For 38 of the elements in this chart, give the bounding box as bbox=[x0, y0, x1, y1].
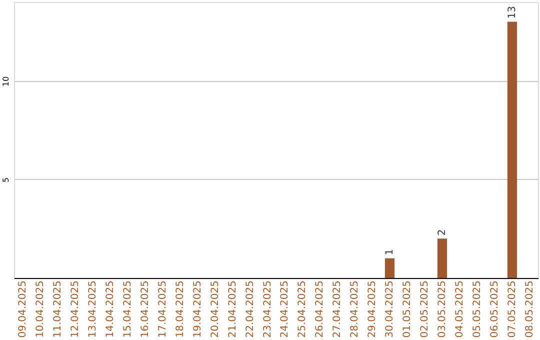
y-tick-label: 10 bbox=[2, 76, 10, 86]
bar bbox=[507, 22, 518, 278]
data-label: 1 bbox=[384, 248, 396, 256]
x-tick-label: 21.04.2025 bbox=[227, 280, 238, 338]
x-tick-label: 02.05.2025 bbox=[420, 280, 431, 338]
x-tick-label: 27.04.2025 bbox=[332, 280, 344, 338]
x-tick-label: 08.05.2025 bbox=[524, 280, 536, 338]
bar bbox=[437, 238, 448, 278]
x-tick-label: 15.04.2025 bbox=[122, 280, 134, 338]
x-tick-label: 24.04.2025 bbox=[280, 280, 291, 338]
x-tick-label: 26.04.2025 bbox=[314, 280, 326, 338]
x-tick-label: 23.04.2025 bbox=[262, 280, 274, 338]
x-tick-label: 12.04.2025 bbox=[70, 280, 81, 338]
x-tick-label: 20.04.2025 bbox=[210, 280, 221, 338]
x-tick-label: 10.04.2025 bbox=[34, 280, 46, 338]
y-tick-label: 5 bbox=[2, 177, 10, 182]
x-tick-label: 18.04.2025 bbox=[174, 280, 186, 338]
x-tick-label: 05.05.2025 bbox=[472, 280, 484, 338]
data-label: 13 bbox=[507, 6, 518, 19]
x-tick-label: 09.04.2025 bbox=[17, 280, 28, 338]
x-tick-label: 04.05.2025 bbox=[454, 280, 466, 338]
x-tick-label: 11.04.2025 bbox=[52, 280, 64, 338]
x-tick-label: 07.05.2025 bbox=[507, 280, 518, 338]
data-label: 2 bbox=[437, 229, 448, 236]
x-tick-label: 22.04.2025 bbox=[244, 280, 256, 338]
x-tick-label: 01.05.2025 bbox=[402, 280, 414, 338]
x-tick-label: 28.04.2025 bbox=[350, 280, 361, 338]
x-tick-label: 03.05.2025 bbox=[437, 280, 448, 338]
x-tick-label: 19.04.2025 bbox=[192, 280, 204, 338]
bar bbox=[384, 258, 395, 278]
x-tick-label: 30.04.2025 bbox=[384, 280, 396, 338]
x-tick-label: 16.04.2025 bbox=[140, 280, 151, 338]
x-tick-label: 25.04.2025 bbox=[297, 280, 308, 338]
x-tick-label: 13.04.2025 bbox=[87, 280, 98, 338]
x-tick-label: 14.04.2025 bbox=[104, 280, 116, 338]
x-tick-label: 06.05.2025 bbox=[490, 280, 501, 338]
x-tick-label: 29.04.2025 bbox=[367, 280, 378, 338]
x-tick-label: 17.04.2025 bbox=[157, 280, 168, 338]
